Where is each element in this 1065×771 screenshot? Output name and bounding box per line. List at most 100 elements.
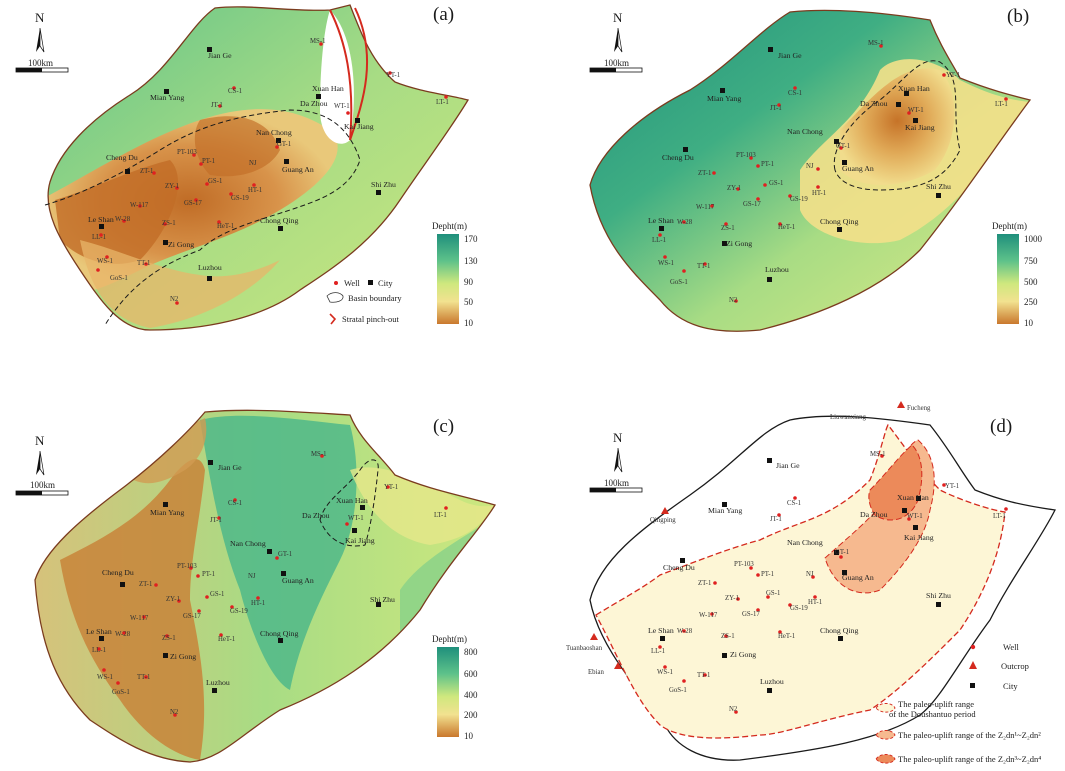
svg-text:TT-1: TT-1 <box>137 674 150 681</box>
panel-c-points: Jian Ge Mian Yang Xuan Han Da Zhou Kai J… <box>86 451 448 717</box>
svg-text:YT-1: YT-1 <box>384 484 398 491</box>
svg-text:Guang An: Guang An <box>842 164 874 173</box>
svg-text:W-28: W-28 <box>677 219 693 226</box>
svg-text:N2: N2 <box>729 706 738 713</box>
svg-text:GS-19: GS-19 <box>230 608 248 615</box>
svg-text:LL-1: LL-1 <box>92 647 106 654</box>
svg-text:600: 600 <box>464 669 478 679</box>
panel-a: N 100km (a) Jian Ge Mian Yang Xuan Han D… <box>15 4 478 331</box>
svg-text:Nan Chong: Nan Chong <box>230 539 266 548</box>
svg-text:YT-1: YT-1 <box>386 72 400 79</box>
svg-text:PT-1: PT-1 <box>761 161 774 168</box>
svg-text:250: 250 <box>1024 297 1038 307</box>
scale-bar: 100km <box>15 58 69 73</box>
svg-text:LL-1: LL-1 <box>651 648 665 655</box>
svg-text:MS-1: MS-1 <box>310 38 326 45</box>
svg-text:Cheng Du: Cheng Du <box>106 153 138 162</box>
svg-text:Nan Chong: Nan Chong <box>787 127 823 136</box>
svg-text:NJ: NJ <box>806 163 814 170</box>
svg-text:Chong Qing: Chong Qing <box>820 626 858 635</box>
svg-text:Shi Zhu: Shi Zhu <box>370 595 395 604</box>
colorbar-b: Depht(m) 1000 750 500 250 10 <box>992 221 1043 328</box>
svg-text:Jian Ge: Jian Ge <box>218 463 242 472</box>
scale-bar: 100km <box>589 58 643 73</box>
svg-text:1000: 1000 <box>1024 234 1043 244</box>
svg-text:WS-1: WS-1 <box>657 669 673 676</box>
svg-text:of the Doushantuo period: of the Doushantuo period <box>889 709 976 719</box>
svg-text:HeT-1: HeT-1 <box>778 633 795 640</box>
panel-b-label: (b) <box>1007 6 1029 27</box>
svg-text:GT-1: GT-1 <box>836 143 850 150</box>
svg-text:Xuan Han: Xuan Han <box>312 84 344 93</box>
north-arrow-icon: N <box>613 430 623 473</box>
svg-text:MS-1: MS-1 <box>870 451 886 458</box>
svg-text:Luzhou: Luzhou <box>765 265 789 274</box>
svg-text:GS-1: GS-1 <box>766 590 780 597</box>
svg-text:W-117: W-117 <box>699 612 718 619</box>
svg-text:TT-1: TT-1 <box>137 260 150 267</box>
svg-text:800: 800 <box>464 647 478 657</box>
svg-text:Jian Ge: Jian Ge <box>208 51 232 60</box>
svg-text:N: N <box>35 433 45 448</box>
svg-text:W-28: W-28 <box>115 631 131 638</box>
svg-text:GT-1: GT-1 <box>277 141 291 148</box>
north-arrow-icon: N <box>613 10 623 53</box>
svg-text:Guang An: Guang An <box>282 165 314 174</box>
colorbar-c: Depht(m) 800 600 400 200 10 <box>432 634 478 741</box>
svg-text:Xuan Han: Xuan Han <box>336 496 368 505</box>
svg-text:ZY-1: ZY-1 <box>166 596 180 603</box>
svg-text:Da Zhou: Da Zhou <box>300 99 328 108</box>
svg-text:Cheng Du: Cheng Du <box>102 568 134 577</box>
svg-text:Jian Ge: Jian Ge <box>778 51 802 60</box>
svg-text:CS-1: CS-1 <box>228 88 242 95</box>
svg-text:GS-17: GS-17 <box>183 613 201 620</box>
svg-text:W-117: W-117 <box>696 204 715 211</box>
svg-text:Shi Zhu: Shi Zhu <box>926 182 951 191</box>
svg-text:10: 10 <box>1024 318 1034 328</box>
panel-b-points: Jian Ge Mian Yang Xuan Han Da Zhou Kai J… <box>648 40 1008 304</box>
svg-text:CS-1: CS-1 <box>788 90 802 97</box>
svg-text:City: City <box>378 278 393 288</box>
outcrops: Fucheng Liuwanxiang Qingping Tuanbaoshan… <box>566 401 931 676</box>
svg-text:Mian Yang: Mian Yang <box>708 506 742 515</box>
svg-text:750: 750 <box>1024 256 1038 266</box>
svg-text:ZY-1: ZY-1 <box>165 183 179 190</box>
svg-text:Nan Chong: Nan Chong <box>256 128 292 137</box>
svg-text:50: 50 <box>464 297 474 307</box>
svg-text:ZT-1: ZT-1 <box>140 168 153 175</box>
svg-text:Shi Zhu: Shi Zhu <box>926 591 951 600</box>
svg-text:GT-1: GT-1 <box>278 551 292 558</box>
svg-text:ZS-1: ZS-1 <box>721 225 735 232</box>
svg-text:ZS-1: ZS-1 <box>162 635 176 642</box>
svg-text:PT-1: PT-1 <box>202 571 215 578</box>
svg-text:Depht(m): Depht(m) <box>992 221 1027 231</box>
north-arrow-icon: N <box>35 10 45 53</box>
svg-text:Fucheng: Fucheng <box>907 405 931 412</box>
svg-text:W-28: W-28 <box>115 216 131 223</box>
svg-text:W-28: W-28 <box>677 628 693 635</box>
colorbar-a: Depht(m) 170 130 90 50 10 <box>432 221 478 328</box>
svg-text:LT-1: LT-1 <box>993 513 1006 520</box>
svg-text:ZT-1: ZT-1 <box>698 580 711 587</box>
svg-text:JT-1: JT-1 <box>770 516 782 523</box>
svg-text:Xuan Han: Xuan Han <box>898 84 930 93</box>
svg-text:GoS-1: GoS-1 <box>670 279 688 286</box>
svg-text:Liuwanxiang: Liuwanxiang <box>830 414 866 421</box>
svg-text:TT-1: TT-1 <box>697 263 710 270</box>
svg-text:WS-1: WS-1 <box>658 260 674 267</box>
svg-text:PT-103: PT-103 <box>177 563 197 570</box>
svg-text:Luzhou: Luzhou <box>760 677 784 686</box>
svg-text:GS-1: GS-1 <box>208 178 222 185</box>
svg-text:Ebian: Ebian <box>588 669 604 676</box>
svg-text:100km: 100km <box>30 480 55 490</box>
svg-text:WT-1: WT-1 <box>907 513 923 520</box>
svg-text:Kai Jiang: Kai Jiang <box>905 123 935 132</box>
svg-text:PT-103: PT-103 <box>736 152 756 159</box>
svg-text:The paleo-uplift range of the: The paleo-uplift range of the Z₂dn¹~Z₂dn… <box>898 730 1041 740</box>
svg-text:400: 400 <box>464 690 478 700</box>
svg-text:JT-1: JT-1 <box>211 102 223 109</box>
svg-text:Kai Jiang: Kai Jiang <box>904 533 934 542</box>
svg-text:Le Shan: Le Shan <box>86 627 112 636</box>
svg-text:Depht(m): Depht(m) <box>432 634 467 644</box>
svg-text:Depht(m): Depht(m) <box>432 221 467 231</box>
